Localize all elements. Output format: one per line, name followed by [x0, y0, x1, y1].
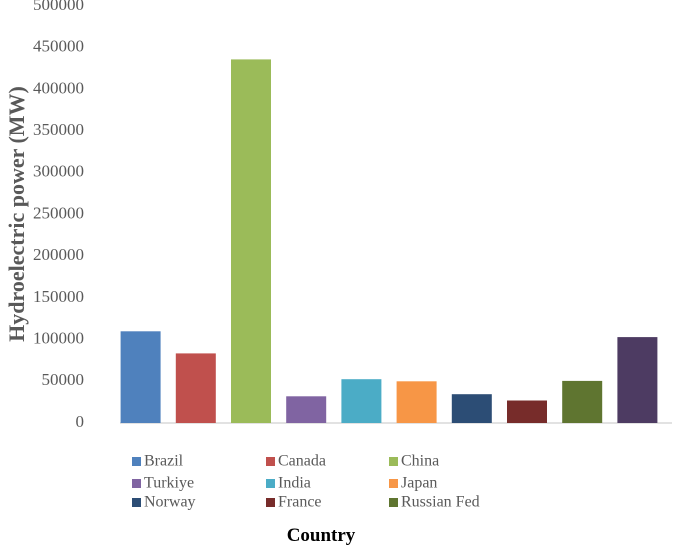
y-tick-label: 450000 — [33, 37, 84, 56]
bar — [507, 400, 547, 423]
bar — [286, 396, 327, 423]
y-tick-label: 200000 — [33, 245, 84, 264]
legend-label: India — [278, 475, 311, 492]
y-tick-label: 500000 — [33, 0, 84, 14]
legend-label: Japan — [401, 475, 437, 492]
legend-swatch — [132, 457, 141, 466]
y-tick-label: 250000 — [33, 203, 84, 222]
bars — [120, 59, 658, 424]
y-tick-label: 300000 — [33, 162, 84, 181]
bar — [396, 381, 437, 423]
x-axis-label: Country — [287, 525, 356, 546]
bar — [617, 337, 658, 423]
legend: Brazil Canada China Turkiye India Japan Norway… — [132, 453, 480, 511]
bar — [562, 380, 603, 423]
legend-swatch — [389, 457, 398, 466]
legend-swatch — [389, 498, 398, 507]
legend-swatch — [132, 498, 141, 507]
legend-label: Russian Fed — [401, 494, 480, 511]
y-tick-label: 400000 — [33, 78, 84, 97]
bar — [231, 59, 271, 424]
legend-label: France — [278, 494, 322, 511]
bar — [120, 331, 161, 423]
legend-swatch — [389, 479, 398, 488]
y-tick-label: 150000 — [33, 287, 84, 306]
legend-label: Norway — [144, 494, 196, 511]
legend-label: Canada — [278, 453, 326, 470]
y-tick-label: 100000 — [33, 329, 84, 348]
legend-label: Turkiye — [144, 475, 194, 492]
legend-swatch — [266, 498, 275, 507]
y-tick-label: 50000 — [42, 370, 85, 389]
y-tick-label: 0 — [76, 412, 85, 431]
legend-swatch — [132, 479, 141, 488]
legend-swatch — [266, 479, 275, 488]
legend-label: Brazil — [144, 453, 184, 470]
bar — [451, 394, 492, 423]
bar — [341, 379, 382, 423]
legend-label: China — [401, 453, 439, 470]
bar — [175, 353, 216, 423]
y-axis-ticks: 0 50000 100000 150000 200000 250000 300000 3500… — [33, 0, 84, 431]
y-axis-label: Hydroelectric power (MW) — [4, 86, 29, 342]
legend-swatch — [266, 457, 275, 466]
y-tick-label: 350000 — [33, 120, 84, 139]
